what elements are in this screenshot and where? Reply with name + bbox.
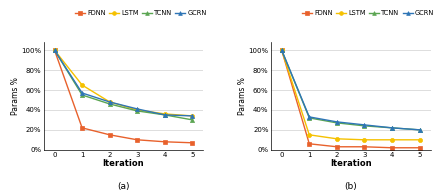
GCRN [52,49,57,51]
GCRN [107,101,112,103]
FDNN [162,141,167,143]
GCRN [416,129,421,131]
Line: FDNN: FDNN [53,48,194,145]
GCRN [162,114,167,116]
FDNN [189,142,194,144]
Line: TCNN: TCNN [53,48,194,122]
FDNN [416,147,421,149]
GCRN [189,115,194,117]
Legend: FDNN, LSTM, TCNN, GCRN: FDNN, LSTM, TCNN, GCRN [75,10,206,16]
X-axis label: Iteration: Iteration [102,159,144,168]
TCNN [279,49,284,51]
TCNN [79,94,85,96]
GCRN [388,127,394,129]
LSTM [416,139,421,141]
Line: GCRN: GCRN [279,48,421,132]
LSTM [79,84,85,86]
GCRN [79,92,85,94]
TCNN [107,103,112,105]
FDNN [79,127,85,129]
TCNN [416,129,421,131]
LSTM [135,109,140,111]
GCRN [333,121,339,123]
TCNN [333,122,339,124]
FDNN [52,49,57,51]
TCNN [135,110,140,112]
Line: LSTM: LSTM [279,48,421,142]
LSTM [189,115,194,117]
TCNN [388,127,394,129]
Line: FDNN: FDNN [279,48,421,150]
GCRN [306,116,311,118]
Legend: FDNN, LSTM, TCNN, GCRN: FDNN, LSTM, TCNN, GCRN [302,10,433,16]
FDNN [361,146,366,148]
FDNN [306,143,311,145]
TCNN [52,49,57,51]
LSTM [107,101,112,103]
LSTM [361,139,366,141]
LSTM [162,113,167,115]
Y-axis label: Params %: Params % [11,77,20,115]
GCRN [279,49,284,51]
X-axis label: Iteration: Iteration [329,159,371,168]
TCNN [306,117,311,119]
LSTM [333,138,339,140]
LSTM [52,49,57,51]
GCRN [361,124,366,126]
Line: GCRN: GCRN [53,48,194,118]
LSTM [306,134,311,136]
TCNN [162,114,167,116]
LSTM [388,139,394,141]
FDNN [279,49,284,51]
GCRN [135,108,140,110]
FDNN [135,139,140,141]
TCNN [189,119,194,121]
Text: (b): (b) [343,182,356,191]
TCNN [361,125,366,127]
Y-axis label: Params %: Params % [237,77,247,115]
FDNN [388,147,394,149]
Line: LSTM: LSTM [53,48,194,118]
FDNN [107,134,112,136]
LSTM [279,49,284,51]
Text: (a): (a) [117,182,129,191]
Line: TCNN: TCNN [279,48,421,132]
FDNN [333,146,339,148]
